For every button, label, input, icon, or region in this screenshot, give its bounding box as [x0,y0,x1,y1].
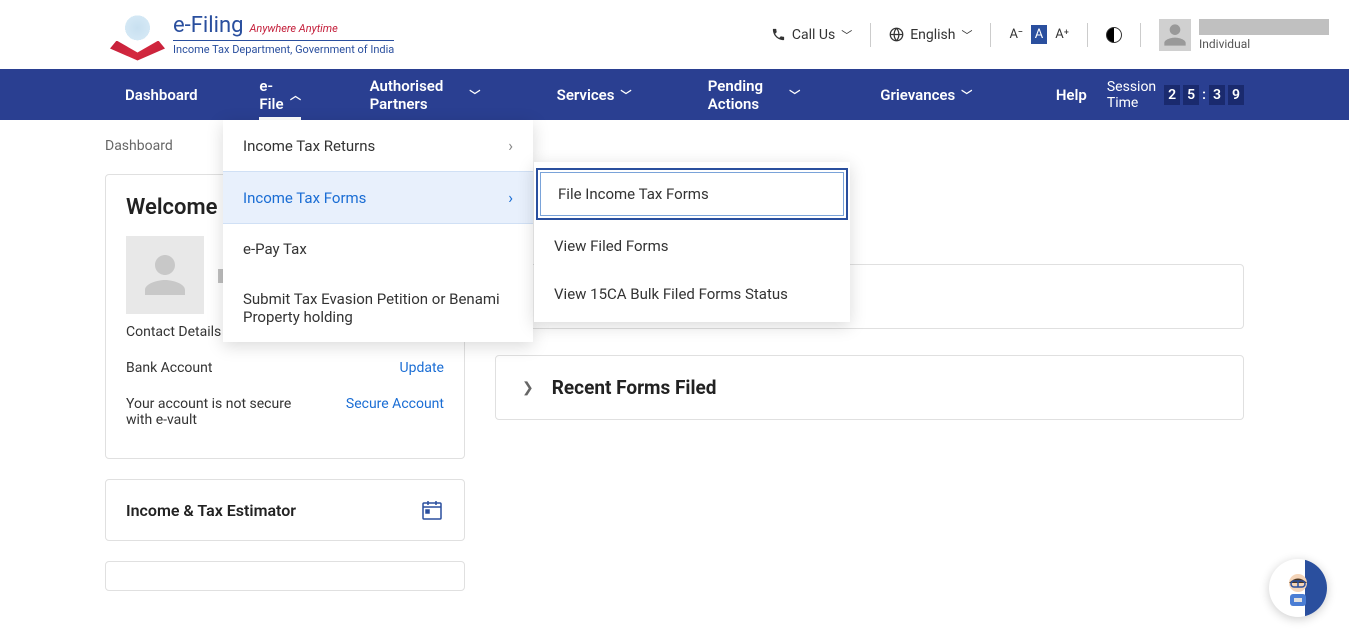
timer-digit: 2 [1164,85,1180,105]
call-us-label: Call Us [792,27,835,43]
dd-label: e-Pay Tax [243,240,307,258]
emblem-icon [110,11,165,59]
logo[interactable]: e-Filing Anywhere Anytime Income Tax Dep… [110,11,394,59]
divider [1140,23,1141,47]
profile-picture [126,236,204,314]
session-label: Session Time [1107,79,1156,111]
font-default-button[interactable]: A [1031,25,1047,44]
dd-file-income-tax-forms[interactable]: File Income Tax Forms [536,168,848,220]
font-increase-button[interactable]: A⁺ [1055,27,1069,42]
nav-pending-actions[interactable]: Pending Actions ﹀ [688,69,821,120]
brand-main: e-Filing [173,13,243,38]
dd-label: View 15CA Bulk Filed Forms Status [554,285,788,303]
recent-forms-accordion[interactable]: ❯ Recent Forms Filed [495,355,1244,420]
nav-label: Help [1056,86,1087,104]
dd-label: Income Tax Returns [243,137,375,155]
dd-label: Submit Tax Evasion Petition or Benami Pr… [243,290,513,326]
dd-income-tax-returns[interactable]: Income Tax Returns › [223,120,533,171]
chevron-down-icon: ﹀ [961,87,972,103]
nav-efile[interactable]: e-File ﹀ [239,69,320,120]
dd-label: File Income Tax Forms [558,185,709,203]
divider [990,23,991,47]
chat-assistant-button[interactable] [1269,559,1327,617]
chevron-down-icon: ﹀ [469,87,480,103]
language-label: English [910,27,955,43]
dd-view-15ca-bulk[interactable]: View 15CA Bulk Filed Forms Status [534,270,850,318]
brand-tagline: Anywhere Anytime [249,22,337,35]
user-menu[interactable]: Individual [1159,19,1329,51]
chevron-right-icon: › [508,136,513,155]
assistant-avatar-icon [1278,568,1318,608]
stub-card [105,561,465,591]
session-timer: Session Time 2 5 : 3 9 [1107,79,1244,111]
timer-digit: 5 [1183,85,1199,105]
nav-services[interactable]: Services ﹀ [537,69,652,120]
timer-digit: 9 [1228,85,1244,105]
divider [870,23,871,47]
breadcrumb[interactable]: Dashboard [0,120,1349,154]
accordion-title: Recent Forms Filed [552,376,717,399]
dd-income-tax-forms[interactable]: Income Tax Forms › [223,171,533,224]
user-type: Individual [1199,37,1329,51]
chevron-right-icon: › [508,188,513,207]
dd-label: Income Tax Forms [243,189,366,207]
bank-account-row: Bank Account Update [126,350,444,386]
secure-account-link[interactable]: Secure Account [346,396,444,412]
nav-label: Dashboard [125,86,198,104]
logo-text: e-Filing Anywhere Anytime Income Tax Dep… [173,13,394,56]
nav-grievances[interactable]: Grievances ﹀ [860,69,992,120]
main-nav: Dashboard e-File ﹀ Authorised Partners ﹀ S… [0,69,1349,120]
nav-help[interactable]: Help [1036,69,1107,120]
brand-subtitle: Income Tax Department, Government of Ind… [173,40,394,56]
evault-row: Your account is not secure with e-vault … [126,386,444,438]
user-avatar-icon [1159,19,1191,51]
timer-separator: : [1202,87,1206,103]
user-name-redacted [1199,19,1329,35]
nav-label: Authorised Partners [370,77,464,113]
dd-view-filed-forms[interactable]: View Filed Forms [534,222,850,270]
globe-icon [889,27,904,42]
detail-label: Bank Account [126,360,212,376]
calendar-icon [420,498,444,522]
top-header: e-Filing Anywhere Anytime Income Tax Dep… [0,0,1349,69]
estimator-title: Income & Tax Estimator [126,501,296,520]
chevron-down-icon: ﹀ [620,87,631,103]
efile-dropdown: Income Tax Returns › Income Tax Forms › … [223,120,533,342]
timer-digit: 3 [1209,85,1225,105]
dd-label: View Filed Forms [554,237,669,255]
language-dropdown[interactable]: English ﹀ [889,27,972,43]
font-decrease-button[interactable]: A⁻ [1009,27,1022,42]
nav-label: Services [557,86,615,104]
chevron-up-icon: ﹀ [290,87,301,103]
nav-label: e-File [259,77,283,113]
nav-label: Pending Actions [708,77,784,113]
divider [1087,23,1088,47]
income-tax-forms-submenu: File Income Tax Forms View Filed Forms V… [534,162,850,322]
chevron-right-icon: ❯ [522,380,534,396]
update-bank-link[interactable]: Update [400,360,444,376]
call-us-dropdown[interactable]: Call Us ﹀ [771,27,852,43]
detail-label: Your account is not secure with e-vault [126,396,306,428]
nav-authorised-partners[interactable]: Authorised Partners ﹀ [350,69,501,120]
font-size-controls: A⁻ A A⁺ [1009,25,1069,44]
contrast-toggle[interactable] [1106,27,1122,43]
chevron-down-icon: ﹀ [961,27,972,43]
chevron-down-icon: ﹀ [841,27,852,43]
dd-epay-tax[interactable]: e-Pay Tax [223,224,533,274]
chevron-down-icon: ﹀ [789,87,800,103]
nav-dashboard[interactable]: Dashboard [105,69,218,120]
tax-estimator-card[interactable]: Income & Tax Estimator [105,479,465,541]
nav-label: Grievances [880,86,955,104]
detail-label: Contact Details [126,324,221,340]
phone-icon [771,27,786,42]
dd-submit-petition[interactable]: Submit Tax Evasion Petition or Benami Pr… [223,274,533,342]
